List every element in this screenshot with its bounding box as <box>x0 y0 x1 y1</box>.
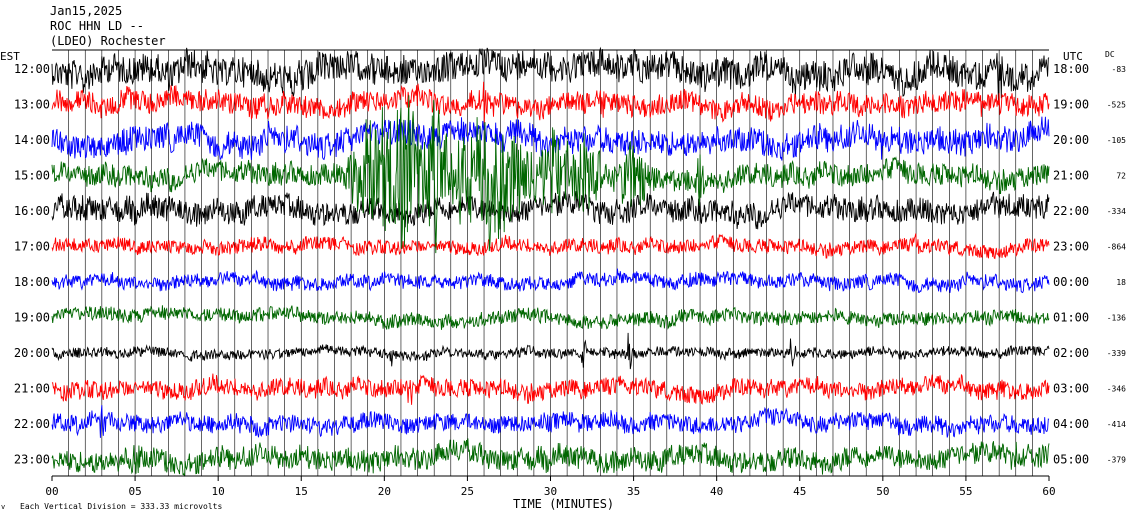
utc-hour-label: 20:00 <box>1053 133 1089 147</box>
x-tick-label: 55 <box>959 485 972 498</box>
x-tick-label: 25 <box>461 485 474 498</box>
est-hour-label: 18:00 <box>14 275 50 289</box>
x-tick-label: 30 <box>544 485 557 498</box>
x-tick-label: 15 <box>295 485 308 498</box>
labels: Jan15,2025 ROC HHN LD -- (LDEO) Rocheste… <box>0 4 1126 511</box>
est-hour-label: 21:00 <box>14 382 50 396</box>
dc-offset-label: -83 <box>1112 65 1127 74</box>
dc-offset-label: 18 <box>1116 278 1126 287</box>
est-hour-label: 22:00 <box>14 417 50 431</box>
utc-hour-label: 19:00 <box>1053 98 1089 112</box>
dc-offset-label: -105 <box>1107 136 1126 145</box>
trace-line <box>51 305 1050 330</box>
utc-hour-label: 04:00 <box>1053 417 1089 431</box>
x-tick-label: 60 <box>1042 485 1055 498</box>
header-network: (LDEO) Rochester <box>50 34 166 48</box>
minute-grid <box>68 50 1033 476</box>
x-tick-label: 50 <box>876 485 889 498</box>
trace-line <box>51 81 1050 123</box>
x-tick-label: 20 <box>378 485 391 498</box>
utc-hour-label: 02:00 <box>1053 346 1089 360</box>
trace-line <box>51 116 1050 161</box>
est-hour-label: 14:00 <box>14 133 50 147</box>
x-tick-label: 10 <box>212 485 225 498</box>
x-tick-label: 00 <box>45 485 58 498</box>
utc-hour-label: 22:00 <box>1053 204 1089 218</box>
est-hour-label: 16:00 <box>14 204 50 218</box>
est-hour-label: 23:00 <box>14 453 50 467</box>
seismic-traces <box>51 46 1050 477</box>
dc-offset-label: -339 <box>1107 349 1126 358</box>
x-tick-label: 05 <box>128 485 141 498</box>
right-axis-label: UTC <box>1063 50 1083 63</box>
dc-offset-label: -864 <box>1107 243 1126 252</box>
header-station: ROC HHN LD -- <box>50 19 144 33</box>
est-hour-label: 19:00 <box>14 311 50 325</box>
trace-line <box>51 332 1050 370</box>
est-hour-label: 17:00 <box>14 240 50 254</box>
left-axis-label: EST <box>0 50 20 63</box>
dc-offset-label: -525 <box>1107 101 1126 110</box>
utc-hour-label: 05:00 <box>1053 453 1089 467</box>
trace-line <box>51 190 1050 230</box>
utc-hour-label: 21:00 <box>1053 169 1089 183</box>
dc-offset-label: -379 <box>1107 456 1126 465</box>
trace-line <box>51 268 1050 294</box>
dc-offset-label: -346 <box>1107 385 1126 394</box>
dc-column-label: DC <box>1105 50 1115 59</box>
corner-mark: v <box>1 503 5 511</box>
est-hour-label: 20:00 <box>14 346 50 360</box>
trace-line <box>51 438 1050 477</box>
trace-line <box>51 233 1050 260</box>
dc-offset-label: -334 <box>1107 207 1126 216</box>
header-date: Jan15,2025 <box>50 4 122 18</box>
trace-line <box>51 373 1050 405</box>
utc-hour-label: 00:00 <box>1053 275 1089 289</box>
est-hour-label: 15:00 <box>14 169 50 183</box>
x-axis-title: TIME (MINUTES) <box>513 497 614 511</box>
x-tick-label: 45 <box>793 485 806 498</box>
dc-offset-label: -136 <box>1107 314 1126 323</box>
est-hour-label: 12:00 <box>14 62 50 76</box>
dc-offset-label: -414 <box>1107 420 1126 429</box>
utc-hour-label: 03:00 <box>1053 382 1089 396</box>
trace-line <box>51 95 1050 254</box>
trace-line <box>51 46 1050 101</box>
scale-note: Each Vertical Division = 333.33 microvol… <box>20 502 222 511</box>
trace-line <box>51 405 1050 438</box>
utc-hour-label: 01:00 <box>1053 311 1089 325</box>
dc-offset-label: 72 <box>1116 172 1126 181</box>
x-tick-label: 35 <box>627 485 640 498</box>
est-hour-label: 13:00 <box>14 98 50 112</box>
axes: 00 05 10 15 20 25 30 35 40 45 50 55 60 <box>45 49 1056 498</box>
x-tick-label: 40 <box>710 485 723 498</box>
utc-hour-label: 23:00 <box>1053 240 1089 254</box>
utc-hour-label: 18:00 <box>1053 62 1089 76</box>
